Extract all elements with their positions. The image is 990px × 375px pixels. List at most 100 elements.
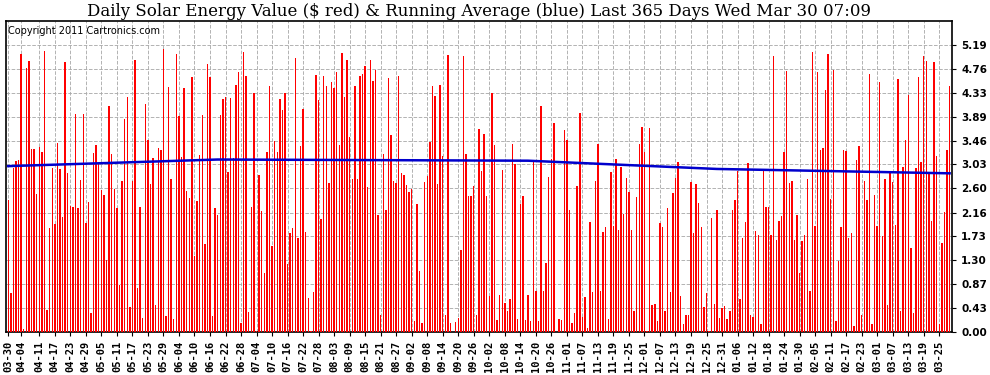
Bar [478,129,479,332]
Bar [116,208,118,332]
Bar [794,240,795,332]
Bar [447,55,448,332]
Bar [789,183,790,332]
Bar [129,307,131,332]
Bar [289,233,291,332]
Bar [59,169,60,332]
Bar [344,96,346,332]
Bar [183,88,185,332]
Bar [775,240,777,332]
Bar [830,200,832,332]
Bar [364,66,366,332]
Bar [709,330,710,332]
Bar [553,123,554,332]
Bar [255,331,257,332]
Bar [939,324,940,332]
Bar [295,58,296,332]
Bar [367,187,368,332]
Bar [631,230,633,332]
Bar [101,190,102,332]
Bar [646,331,647,332]
Bar [39,147,40,332]
Bar [825,90,827,332]
Bar [592,292,593,332]
Bar [812,52,813,332]
Bar [499,295,500,332]
Bar [536,291,537,332]
Bar [545,263,546,332]
Bar [566,140,567,332]
Bar [61,217,63,332]
Bar [204,244,206,332]
Bar [51,168,52,332]
Bar [623,214,625,332]
Bar [377,215,379,332]
Bar [770,235,772,332]
Bar [858,146,859,332]
Bar [26,68,27,332]
Bar [336,72,338,332]
Bar [315,75,317,332]
Bar [209,77,211,332]
Bar [199,155,200,332]
Bar [836,321,837,332]
Bar [390,135,392,332]
Bar [462,56,464,332]
Bar [520,204,521,332]
Bar [470,196,472,332]
Bar [15,160,17,332]
Bar [722,308,723,332]
Bar [669,292,671,332]
Bar [292,228,293,332]
Bar [876,226,878,332]
Bar [339,146,340,332]
Bar [212,316,213,332]
Bar [807,178,808,332]
Bar [455,322,456,332]
Bar [258,175,259,332]
Bar [621,167,622,332]
Bar [103,195,105,332]
Bar [178,116,179,332]
Bar [799,273,800,332]
Bar [768,207,769,332]
Title: Daily Solar Energy Value ($ red) & Running Average (blue) Last 365 Days Wed Mar : Daily Solar Energy Value ($ red) & Runni… [87,3,871,20]
Bar [651,305,653,332]
Bar [648,128,650,332]
Bar [613,226,614,332]
Bar [424,182,426,332]
Bar [382,154,384,332]
Bar [266,152,267,332]
Bar [140,207,141,332]
Bar [82,114,84,332]
Bar [354,86,355,332]
Bar [845,152,846,332]
Bar [64,63,66,332]
Bar [568,210,570,332]
Bar [435,96,436,332]
Bar [465,154,466,332]
Bar [395,183,397,332]
Bar [109,106,110,332]
Bar [8,200,9,332]
Bar [778,221,780,332]
Bar [869,74,870,332]
Bar [168,87,169,332]
Bar [538,321,540,332]
Bar [393,181,394,332]
Bar [921,162,922,332]
Bar [362,74,363,332]
Bar [600,291,601,332]
Bar [695,184,697,332]
Bar [342,53,343,332]
Bar [119,285,120,332]
Bar [75,114,76,332]
Bar [67,172,68,332]
Bar [701,227,702,332]
Bar [639,144,640,332]
Bar [724,306,726,332]
Bar [576,186,578,332]
Bar [662,227,663,332]
Bar [132,180,133,332]
Bar [268,86,270,332]
